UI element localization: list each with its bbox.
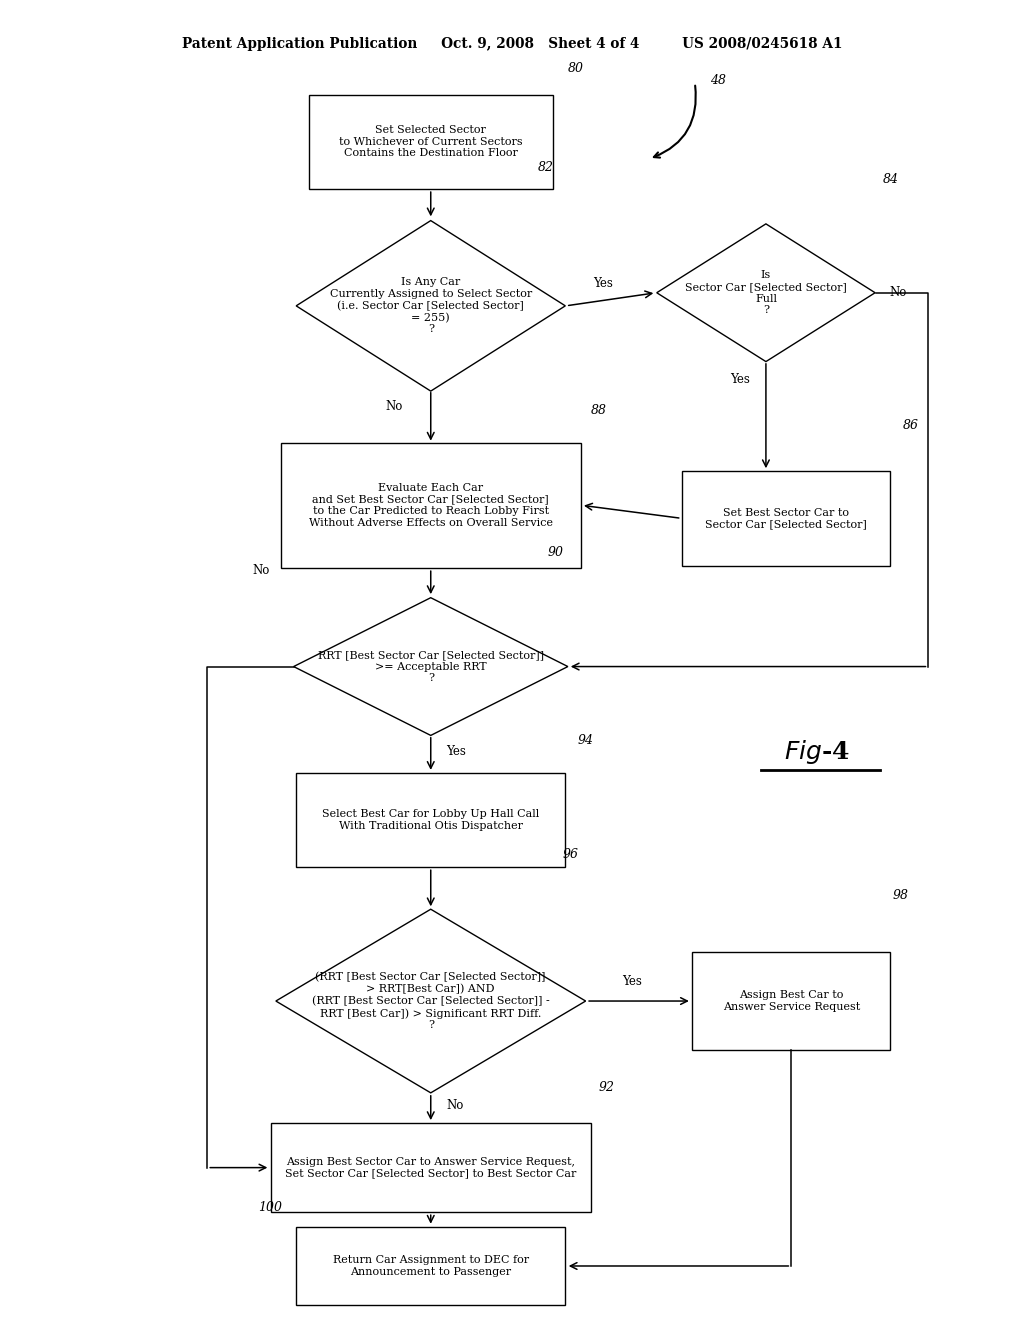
- Text: 94: 94: [578, 734, 594, 747]
- Text: 48: 48: [710, 74, 726, 87]
- Text: Yes: Yes: [730, 372, 750, 385]
- FancyBboxPatch shape: [309, 95, 553, 189]
- Text: 100: 100: [258, 1200, 282, 1213]
- Text: No: No: [446, 1100, 463, 1113]
- Text: Yes: Yes: [446, 746, 466, 758]
- Text: Yes: Yes: [622, 975, 642, 987]
- Text: No: No: [385, 400, 402, 413]
- Polygon shape: [294, 598, 568, 735]
- FancyBboxPatch shape: [281, 444, 581, 568]
- Text: $\mathit{Fig}$-4: $\mathit{Fig}$-4: [783, 738, 850, 766]
- FancyBboxPatch shape: [296, 772, 565, 867]
- Text: 82: 82: [538, 161, 553, 174]
- Text: Is Any Car
Currently Assigned to Select Sector
(i.e. Sector Car [Selected Sector: Is Any Car Currently Assigned to Select …: [330, 277, 531, 334]
- Text: 84: 84: [883, 173, 899, 186]
- FancyBboxPatch shape: [682, 471, 890, 565]
- Polygon shape: [296, 220, 565, 391]
- Text: 98: 98: [893, 888, 909, 902]
- Text: No: No: [253, 565, 270, 577]
- Polygon shape: [656, 224, 876, 362]
- Text: No: No: [890, 286, 907, 300]
- Text: 96: 96: [563, 847, 579, 861]
- Text: Yes: Yes: [594, 277, 613, 290]
- Text: 86: 86: [903, 418, 919, 432]
- FancyBboxPatch shape: [296, 1226, 565, 1305]
- Text: 88: 88: [591, 404, 607, 417]
- Text: Evaluate Each Car
and Set Best Sector Car [Selected Sector]
to the Car Predicted: Evaluate Each Car and Set Best Sector Ca…: [309, 483, 553, 528]
- Text: Assign Best Car to
Answer Service Request: Assign Best Car to Answer Service Reques…: [723, 990, 860, 1012]
- Polygon shape: [275, 909, 586, 1093]
- Text: Set Best Sector Car to
Sector Car [Selected Sector]: Set Best Sector Car to Sector Car [Selec…: [706, 508, 867, 529]
- Text: Set Selected Sector
to Whichever of Current Sectors
Contains the Destination Flo: Set Selected Sector to Whichever of Curr…: [339, 125, 522, 158]
- Text: (RRT [Best Sector Car [Selected Sector]]
> RRT[Best Car]) AND
(RRT [Best Sector : (RRT [Best Sector Car [Selected Sector]]…: [312, 972, 550, 1030]
- Text: 80: 80: [568, 62, 584, 75]
- Text: Patent Application Publication     Oct. 9, 2008   Sheet 4 of 4         US 2008/0: Patent Application Publication Oct. 9, 2…: [181, 37, 843, 50]
- FancyBboxPatch shape: [692, 952, 890, 1051]
- Text: 92: 92: [598, 1081, 614, 1094]
- Text: RRT [Best Sector Car [Selected Sector]]
>= Acceptable RRT
?: RRT [Best Sector Car [Selected Sector]] …: [317, 649, 544, 684]
- Text: Assign Best Sector Car to Answer Service Request,
Set Sector Car [Selected Secto: Assign Best Sector Car to Answer Service…: [285, 1156, 577, 1179]
- FancyBboxPatch shape: [270, 1123, 591, 1212]
- Text: Is
Sector Car [Selected Sector]
Full
?: Is Sector Car [Selected Sector] Full ?: [685, 271, 847, 315]
- Text: Select Best Car for Lobby Up Hall Call
With Traditional Otis Dispatcher: Select Best Car for Lobby Up Hall Call W…: [323, 809, 540, 830]
- Text: Return Car Assignment to DEC for
Announcement to Passenger: Return Car Assignment to DEC for Announc…: [333, 1255, 528, 1276]
- Text: 90: 90: [548, 546, 563, 560]
